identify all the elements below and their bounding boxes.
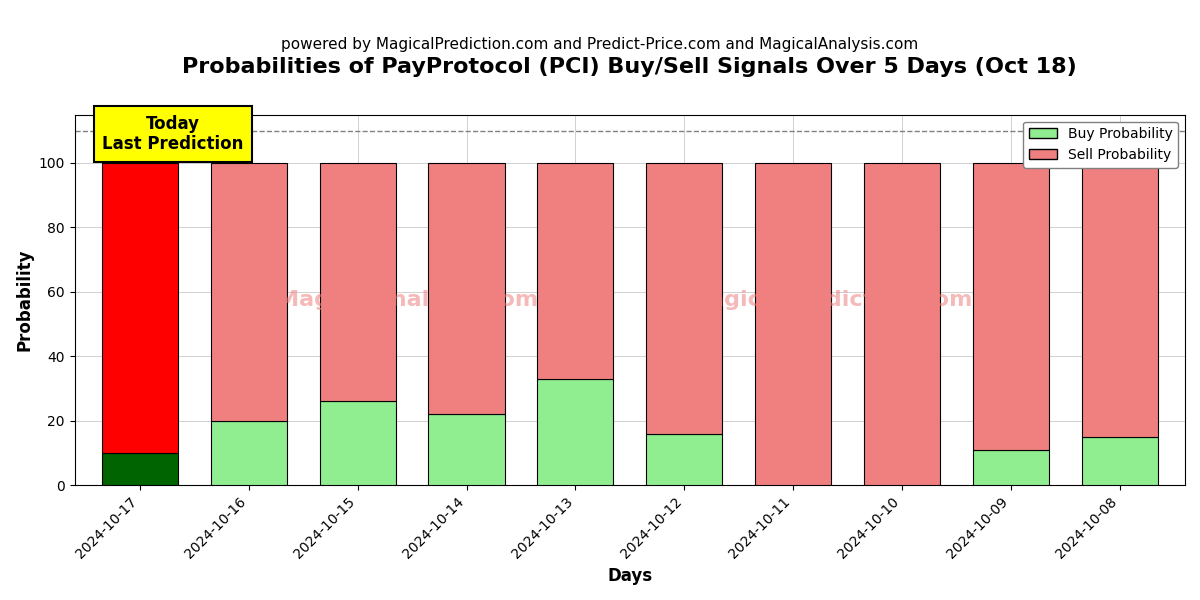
Bar <box>428 414 505 485</box>
Bar <box>1081 163 1158 437</box>
Bar <box>211 163 287 421</box>
Title: Probabilities of PayProtocol (PCI) Buy/Sell Signals Over 5 Days (Oct 18): Probabilities of PayProtocol (PCI) Buy/S… <box>182 57 1078 77</box>
Bar <box>1081 437 1158 485</box>
Bar <box>973 163 1049 450</box>
Text: MagicalPrediction.com: MagicalPrediction.com <box>688 290 972 310</box>
Bar <box>646 434 722 485</box>
X-axis label: Days: Days <box>607 567 653 585</box>
Text: MagicalAnalysis.com: MagicalAnalysis.com <box>277 290 539 310</box>
Bar <box>864 163 940 485</box>
Text: powered by MagicalPrediction.com and Predict-Price.com and MagicalAnalysis.com: powered by MagicalPrediction.com and Pre… <box>281 37 919 52</box>
Bar <box>319 163 396 401</box>
Legend: Buy Probability, Sell Probability: Buy Probability, Sell Probability <box>1024 122 1178 167</box>
Bar <box>319 401 396 485</box>
Bar <box>211 421 287 485</box>
Bar <box>973 450 1049 485</box>
Text: Today
Last Prediction: Today Last Prediction <box>102 115 244 154</box>
Bar <box>102 453 178 485</box>
Bar <box>102 163 178 453</box>
Bar <box>538 379 613 485</box>
Y-axis label: Probability: Probability <box>16 248 34 351</box>
Bar <box>538 163 613 379</box>
Bar <box>646 163 722 434</box>
Bar <box>755 163 832 485</box>
Bar <box>428 163 505 414</box>
